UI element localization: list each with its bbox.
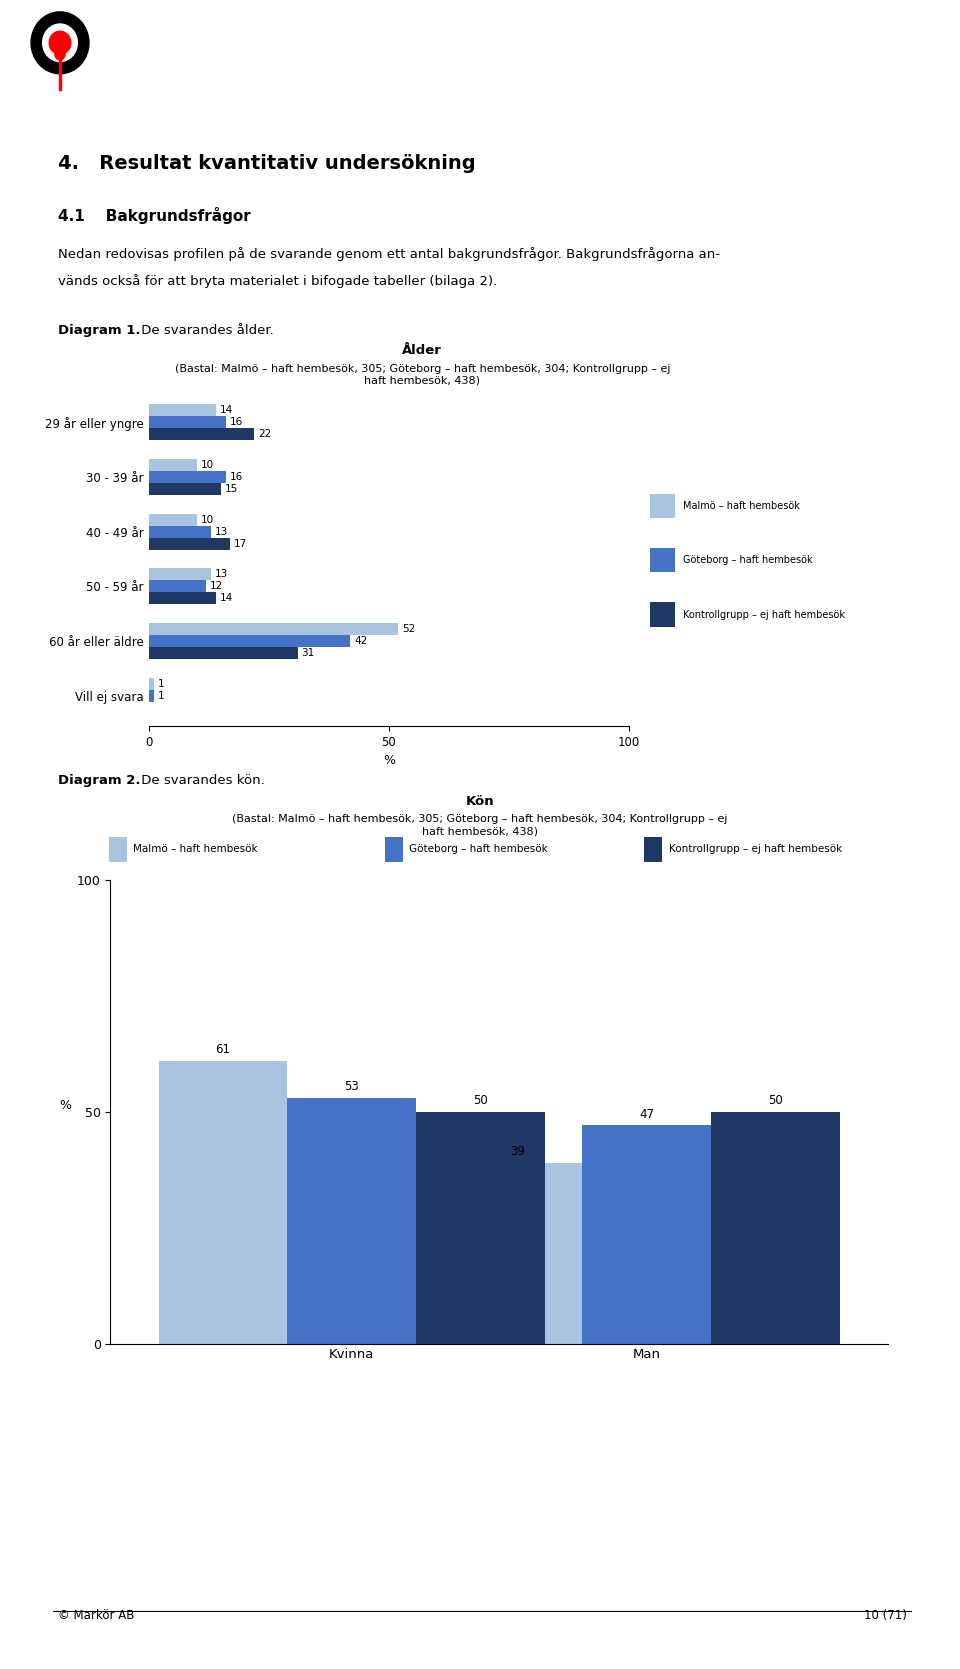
Text: 13: 13 bbox=[215, 569, 228, 579]
Text: 17: 17 bbox=[234, 539, 248, 549]
Bar bbox=[149, 514, 197, 526]
Bar bbox=[583, 1125, 711, 1344]
Text: 53: 53 bbox=[345, 1080, 359, 1093]
Text: 10: 10 bbox=[201, 461, 214, 471]
Text: Göteborg – haft hembesök: Göteborg – haft hembesök bbox=[683, 556, 812, 566]
Text: Kön: Kön bbox=[466, 794, 494, 808]
Bar bbox=[158, 1060, 287, 1344]
Circle shape bbox=[30, 10, 90, 75]
Text: 50: 50 bbox=[473, 1093, 488, 1107]
Circle shape bbox=[55, 48, 65, 60]
Text: 16: 16 bbox=[229, 417, 243, 427]
Text: 31: 31 bbox=[301, 648, 315, 658]
FancyBboxPatch shape bbox=[108, 836, 127, 863]
Bar bbox=[149, 416, 226, 429]
Text: 10: 10 bbox=[201, 514, 214, 524]
Text: 50: 50 bbox=[768, 1093, 782, 1107]
Circle shape bbox=[32, 13, 88, 73]
Text: Diagram 2.: Diagram 2. bbox=[58, 774, 140, 788]
Text: 16: 16 bbox=[229, 472, 243, 482]
Text: 47: 47 bbox=[639, 1108, 654, 1122]
Text: Malmö – haft hembesök: Malmö – haft hembesök bbox=[133, 845, 258, 855]
Text: 13: 13 bbox=[215, 527, 228, 537]
Text: (Bastal: Malmö – haft hembesök, 305; Göteborg – haft hembesök, 304; Kontrollgrup: (Bastal: Malmö – haft hembesök, 305; Göt… bbox=[232, 814, 728, 836]
Bar bbox=[149, 678, 154, 689]
Y-axis label: %: % bbox=[60, 1098, 72, 1112]
Text: © Markör AB: © Markör AB bbox=[58, 1609, 134, 1622]
Text: 61: 61 bbox=[215, 1043, 230, 1056]
FancyBboxPatch shape bbox=[644, 836, 662, 863]
Text: De svarandes ålder.: De svarandes ålder. bbox=[137, 324, 274, 337]
Text: Göteborg – haft hembesök: Göteborg – haft hembesök bbox=[409, 845, 548, 855]
Bar bbox=[149, 459, 197, 471]
Text: (Bastal: Malmö – haft hembesök, 305; Göteborg – haft hembesök, 304; Kontrollgrup: (Bastal: Malmö – haft hembesök, 305; Göt… bbox=[175, 364, 670, 386]
Text: 22: 22 bbox=[258, 429, 272, 439]
Text: 15: 15 bbox=[225, 484, 238, 494]
Bar bbox=[287, 1098, 416, 1344]
Text: 10 (71): 10 (71) bbox=[864, 1609, 907, 1622]
Bar bbox=[416, 1112, 544, 1344]
Bar bbox=[149, 526, 211, 537]
Bar bbox=[149, 471, 226, 482]
Text: 14: 14 bbox=[220, 594, 233, 604]
Text: Kontrollgrupp – ej haft hembesök: Kontrollgrupp – ej haft hembesök bbox=[668, 845, 842, 855]
Text: Malmö – haft hembesök: Malmö – haft hembesök bbox=[683, 501, 800, 511]
Bar bbox=[149, 623, 398, 636]
X-axis label: %: % bbox=[383, 754, 395, 768]
Bar bbox=[149, 648, 298, 659]
Text: Ålder: Ålder bbox=[402, 344, 443, 357]
Bar bbox=[454, 1163, 583, 1344]
Bar bbox=[149, 537, 230, 549]
Bar bbox=[149, 429, 254, 441]
Text: Nedan redovisas profilen på de svarande genom ett antal bakgrundsfrågor. Bakgrun: Nedan redovisas profilen på de svarande … bbox=[58, 247, 720, 260]
FancyBboxPatch shape bbox=[650, 603, 675, 628]
Text: De svarandes kön.: De svarandes kön. bbox=[137, 774, 265, 788]
Text: 52: 52 bbox=[402, 624, 416, 634]
Bar bbox=[149, 569, 211, 581]
Bar bbox=[149, 404, 216, 416]
Bar bbox=[149, 592, 216, 604]
Circle shape bbox=[49, 32, 71, 55]
Bar bbox=[149, 689, 154, 703]
Bar bbox=[149, 581, 206, 592]
Text: 4.   Resultat kvantitativ undersökning: 4. Resultat kvantitativ undersökning bbox=[58, 154, 475, 172]
Text: 42: 42 bbox=[354, 636, 368, 646]
Text: 12: 12 bbox=[210, 581, 224, 591]
Bar bbox=[149, 482, 221, 496]
Text: 1: 1 bbox=[157, 679, 164, 689]
Text: 4.1    Bakgrundsfrågor: 4.1 Bakgrundsfrågor bbox=[58, 207, 251, 224]
Text: Diagram 1.: Diagram 1. bbox=[58, 324, 140, 337]
Text: vänds också för att bryta materialet i bifogade tabeller (bilaga 2).: vänds också för att bryta materialet i b… bbox=[58, 274, 497, 287]
FancyBboxPatch shape bbox=[650, 494, 675, 517]
Text: 1: 1 bbox=[157, 691, 164, 701]
Text: 14: 14 bbox=[220, 406, 233, 416]
FancyBboxPatch shape bbox=[385, 836, 402, 863]
Bar bbox=[711, 1112, 840, 1344]
Text: 39: 39 bbox=[511, 1145, 525, 1158]
FancyBboxPatch shape bbox=[650, 547, 675, 572]
Circle shape bbox=[40, 22, 80, 63]
Bar bbox=[149, 636, 350, 648]
Text: Kontrollgrupp – ej haft hembesök: Kontrollgrupp – ej haft hembesök bbox=[683, 609, 845, 619]
